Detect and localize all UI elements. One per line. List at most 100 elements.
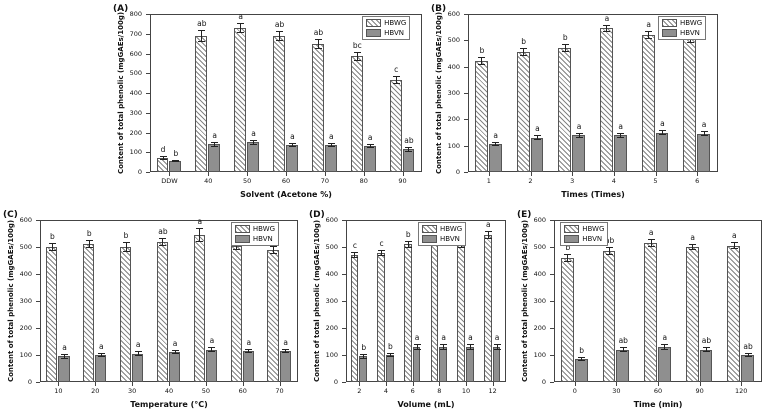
- y-tick-mark: [146, 152, 150, 154]
- error-bar: [575, 132, 583, 138]
- error-bar: [122, 241, 130, 253]
- bar-hbvn: [169, 161, 182, 172]
- y-tick-mark: [464, 40, 468, 42]
- legend-swatch-hbwg: [422, 225, 437, 233]
- x-tick-label: 60: [653, 387, 663, 395]
- legend-label-hbwg: HBWG: [252, 225, 276, 233]
- x-tick-label: 70: [275, 387, 284, 395]
- x-tick-mark: [697, 172, 699, 176]
- y-tick-mark: [550, 220, 554, 221]
- chart-panel-e: (E) 0 100 200 300 400 500 600 Content of total p…: [516, 208, 768, 412]
- y-tick-label: 400: [447, 62, 460, 71]
- error-bar: [702, 346, 710, 353]
- bar-hbvn: [279, 350, 291, 382]
- error-bar: [730, 242, 738, 249]
- significance-letter: a: [485, 219, 491, 229]
- error-bar: [492, 142, 500, 147]
- bar-hbwg: [641, 35, 655, 172]
- bar-hbvn: [58, 356, 70, 382]
- error-bar: [211, 141, 219, 147]
- error-bar: [578, 356, 586, 362]
- significance-letter: ab: [274, 19, 285, 29]
- legend-swatch-hbwg: [366, 19, 382, 27]
- legend: HBWG HBVN: [658, 16, 707, 40]
- bar-hbwg: [516, 52, 530, 172]
- legend-row: HBVN: [662, 29, 702, 37]
- x-tick-label: 1: [486, 177, 491, 185]
- y-tick-mark: [550, 382, 554, 383]
- x-tick-label: 120: [734, 387, 748, 395]
- y-tick-label: 300: [129, 108, 142, 117]
- legend-swatch-hbvn: [662, 29, 677, 37]
- bar-hbvn: [286, 145, 298, 172]
- legend: HBWG HBVN: [230, 222, 280, 246]
- error-bar: [603, 24, 611, 33]
- legend: HBWG HBVN: [418, 222, 467, 246]
- legend: HBWG HBVN: [362, 16, 411, 40]
- error-bar: [478, 57, 486, 66]
- y-tick-label: 400: [325, 270, 338, 278]
- error-bar: [645, 31, 653, 39]
- y-tick-label: 200: [533, 324, 546, 332]
- y-tick-mark: [342, 220, 346, 221]
- y-tick-mark: [36, 355, 40, 356]
- y-tick-label: 400: [19, 270, 32, 278]
- x-axis-label: Time (min): [633, 400, 683, 409]
- error-bar: [617, 132, 625, 138]
- y-tick-mark: [36, 301, 40, 302]
- x-tick-label: 70: [320, 177, 329, 185]
- legend-row: HBVN: [564, 235, 604, 243]
- bar-hbwg: [600, 28, 613, 172]
- bar-hbvn: [658, 346, 671, 382]
- error-bar: [351, 251, 359, 259]
- y-tick-label: 600: [19, 216, 32, 224]
- bar-hbwg: [430, 238, 439, 382]
- bar-hbwg: [350, 56, 363, 172]
- significance-letter: a: [246, 337, 252, 347]
- y-tick-mark: [146, 53, 150, 55]
- error-bar: [237, 22, 245, 33]
- x-tick-label: 40: [204, 177, 213, 185]
- significance-letter: ab: [604, 236, 615, 245]
- significance-letter: b: [86, 229, 92, 239]
- significance-letter: ab: [404, 135, 414, 145]
- y-tick-mark: [146, 73, 150, 75]
- significance-letter: a: [576, 121, 582, 131]
- error-bar: [61, 354, 68, 359]
- error-bar: [172, 159, 180, 163]
- y-tick-label: 100: [129, 148, 142, 157]
- error-bar: [245, 348, 253, 354]
- x-tick-mark: [286, 172, 287, 176]
- bar-hbwg: [727, 245, 741, 382]
- legend-row: HBWG: [662, 19, 702, 27]
- bar-hbwg: [156, 241, 168, 382]
- bar-hbwg: [46, 247, 58, 382]
- bar-hbvn: [386, 355, 394, 382]
- legend-label-hbwg: HBWG: [680, 19, 703, 27]
- bar-hbvn: [616, 349, 630, 382]
- x-tick-label: 80: [359, 177, 368, 185]
- bar-hbvn: [208, 144, 221, 172]
- bar-hbvn: [242, 350, 254, 382]
- error-bar: [134, 351, 142, 356]
- y-tick-mark: [36, 220, 40, 221]
- x-tick-label: 20: [91, 387, 100, 395]
- x-tick-mark: [363, 172, 365, 176]
- y-tick-mark: [146, 93, 150, 94]
- x-tick-mark: [412, 382, 414, 386]
- y-tick-label: 0: [27, 378, 32, 386]
- y-tick-mark: [36, 274, 40, 275]
- bar-hbvn: [466, 346, 474, 382]
- bar-hbvn: [132, 353, 144, 382]
- bar-hbwg: [561, 257, 574, 382]
- bar-hbwg: [457, 244, 465, 382]
- x-tick-mark: [205, 382, 207, 386]
- significance-letter: a: [535, 124, 540, 134]
- legend-row: HBWG: [422, 225, 462, 233]
- error-bar: [404, 241, 412, 248]
- x-tick-mark: [492, 382, 494, 386]
- significance-letter: a: [290, 132, 295, 142]
- significance-letter: a: [99, 341, 104, 351]
- legend-row: HBVN: [422, 235, 462, 243]
- x-axis-label: Temperature (°C): [130, 400, 208, 409]
